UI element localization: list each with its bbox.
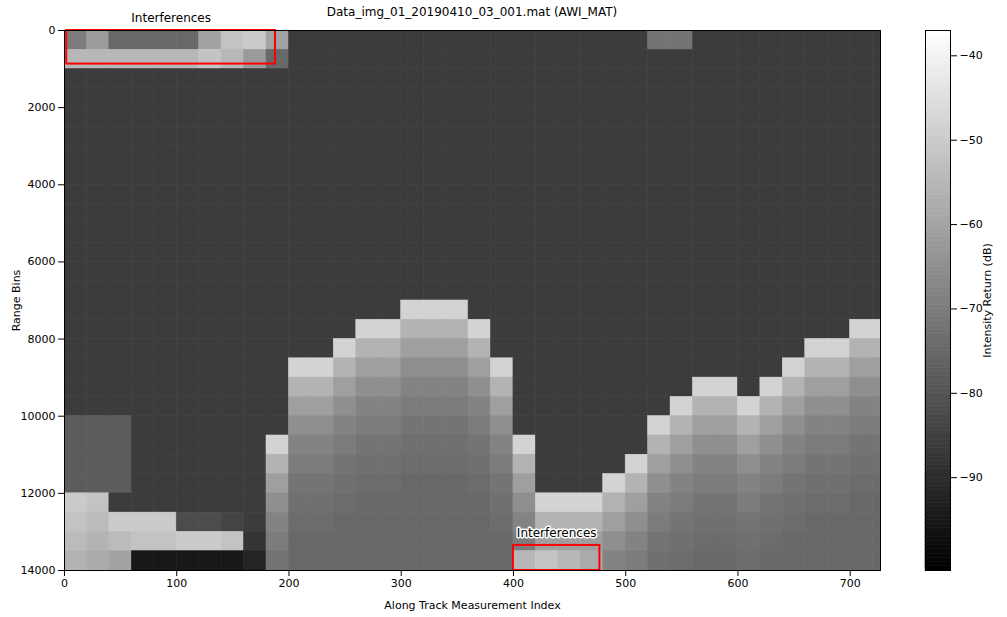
svg-text:−50: −50 xyxy=(960,134,983,147)
svg-text:200: 200 xyxy=(278,577,299,590)
svg-text:8000: 8000 xyxy=(28,333,56,346)
svg-text:400: 400 xyxy=(503,577,524,590)
svg-text:2000: 2000 xyxy=(28,101,56,114)
svg-text:Along Track Measurement Index: Along Track Measurement Index xyxy=(384,599,561,612)
svg-text:300: 300 xyxy=(391,577,412,590)
svg-text:0: 0 xyxy=(49,24,56,37)
svg-text:6000: 6000 xyxy=(28,255,56,268)
svg-text:14000: 14000 xyxy=(21,564,56,577)
svg-text:−90: −90 xyxy=(960,471,983,484)
svg-text:12000: 12000 xyxy=(21,487,56,500)
svg-text:−70: −70 xyxy=(960,302,983,315)
svg-text:−60: −60 xyxy=(960,218,983,231)
html-text:Data_img_01_20190410_03_001.ma: Data_img_01_20190410_03_001.mat (AWI_MAT… xyxy=(326,5,618,19)
svg-text:−80: −80 xyxy=(960,387,983,400)
svg-text:100: 100 xyxy=(166,577,187,590)
svg-text:4000: 4000 xyxy=(28,178,56,191)
svg-text:10000: 10000 xyxy=(21,410,56,423)
svg-text:Interferences: Interferences xyxy=(131,11,211,25)
svg-text:0: 0 xyxy=(61,577,68,590)
svg-text:Intensity Return (dB): Intensity Return (dB) xyxy=(981,243,994,358)
svg-text:700: 700 xyxy=(840,577,861,590)
svg-text:−40: −40 xyxy=(960,49,983,62)
svg-text:500: 500 xyxy=(615,577,636,590)
svg-text:Interferences: Interferences xyxy=(517,526,597,540)
svg-text:600: 600 xyxy=(727,577,748,590)
svg-text:Range Bins: Range Bins xyxy=(10,269,23,331)
